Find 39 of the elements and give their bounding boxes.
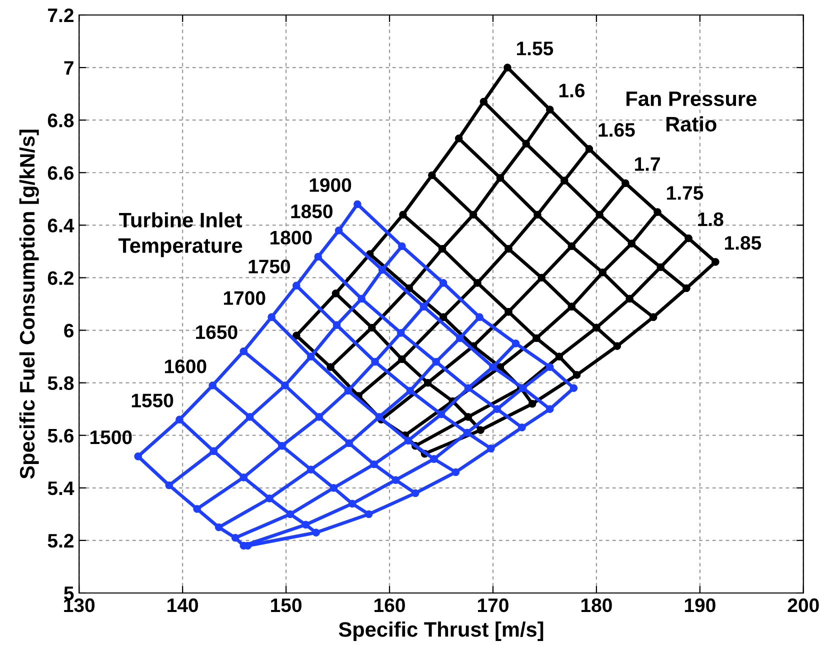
y-tick-label: 5.8 — [48, 376, 74, 390]
series-label: 1850 — [291, 204, 332, 218]
x-tick-label: 150 — [271, 598, 302, 612]
y-tick-label: 5.2 — [48, 534, 74, 548]
series-label: 1.7 — [634, 157, 660, 171]
x-tick-label: 130 — [64, 598, 95, 612]
x-tick-label: 140 — [168, 598, 198, 612]
series-label: 1900 — [310, 178, 352, 192]
x-tick-label: 170 — [478, 598, 508, 612]
x-tick-label: 160 — [374, 598, 405, 612]
series-label: 1.85 — [725, 236, 762, 250]
y-tick-label: 5.6 — [48, 428, 74, 443]
y-tick-label: 7.2 — [48, 8, 74, 22]
y-tick-label: 6.8 — [48, 114, 74, 128]
series-label: 1.65 — [598, 123, 635, 137]
x-axis-title: Specific Thrust [m/s] — [338, 622, 544, 641]
series-label: 1500 — [90, 430, 132, 444]
y-tick-label: 6 — [64, 324, 74, 338]
annotation: Turbine Inlet Temperature — [118, 212, 242, 258]
series-label: 1.6 — [559, 84, 585, 98]
y-tick-label: 6.2 — [48, 271, 74, 285]
series-label: 1650 — [196, 325, 238, 340]
series-label: 1800 — [270, 230, 312, 245]
series-label: 1750 — [248, 260, 290, 274]
x-tick-label: 180 — [581, 598, 612, 612]
series-label: 1550 — [132, 394, 174, 408]
x-tick-label: 190 — [684, 598, 716, 612]
series-label: 1600 — [165, 359, 206, 374]
y-axis-title: Specific Fuel Consumption [g/kN/s] — [19, 130, 39, 479]
y-tick-label: 5.4 — [48, 482, 74, 496]
series-label: 1.75 — [667, 186, 704, 200]
y-tick-label: 6.4 — [48, 218, 74, 232]
y-tick-label: 5 — [64, 586, 74, 600]
y-tick-label: 6.6 — [48, 166, 74, 180]
series-label: 1700 — [224, 291, 266, 305]
x-tick-label: 200 — [788, 598, 819, 612]
series-label: 1.8 — [698, 212, 724, 226]
series-label: 1.55 — [517, 42, 554, 56]
y-tick-label: 7 — [64, 61, 74, 75]
